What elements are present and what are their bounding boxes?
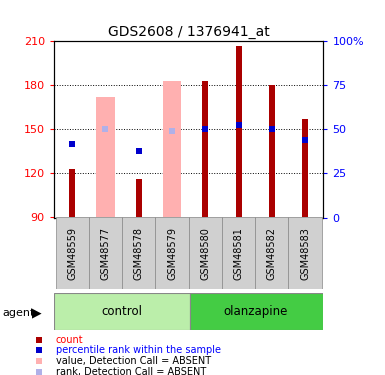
Text: ▶: ▶ <box>32 307 41 320</box>
Bar <box>288 217 322 289</box>
Bar <box>255 217 288 289</box>
Text: agent: agent <box>2 308 34 318</box>
Text: GSM48580: GSM48580 <box>200 226 210 280</box>
Bar <box>222 217 255 289</box>
Bar <box>55 217 89 289</box>
Text: control: control <box>102 305 142 318</box>
Text: GSM48583: GSM48583 <box>300 226 310 280</box>
Text: GSM48579: GSM48579 <box>167 226 177 280</box>
Bar <box>269 86 275 218</box>
Text: rank, Detection Call = ABSENT: rank, Detection Call = ABSENT <box>56 367 206 375</box>
Text: percentile rank within the sample: percentile rank within the sample <box>56 345 221 355</box>
Bar <box>202 81 208 218</box>
Bar <box>189 217 222 289</box>
Text: GSM48578: GSM48578 <box>134 226 144 280</box>
Text: GSM48559: GSM48559 <box>67 226 77 280</box>
Text: GSM48582: GSM48582 <box>267 226 277 280</box>
Text: value, Detection Call = ABSENT: value, Detection Call = ABSENT <box>56 356 211 366</box>
Text: GSM48581: GSM48581 <box>234 226 244 280</box>
Bar <box>236 46 241 218</box>
Bar <box>54 292 190 330</box>
Bar <box>136 179 142 218</box>
Bar <box>163 81 181 218</box>
Title: GDS2608 / 1376941_at: GDS2608 / 1376941_at <box>108 25 270 39</box>
Bar <box>302 119 308 218</box>
Bar <box>156 217 189 289</box>
Bar <box>122 217 156 289</box>
Bar <box>89 217 122 289</box>
Text: olanzapine: olanzapine <box>223 305 287 318</box>
Bar <box>190 292 323 330</box>
Text: count: count <box>56 334 84 345</box>
Bar <box>69 169 75 217</box>
Bar <box>96 97 115 218</box>
Text: GSM48577: GSM48577 <box>100 226 110 280</box>
